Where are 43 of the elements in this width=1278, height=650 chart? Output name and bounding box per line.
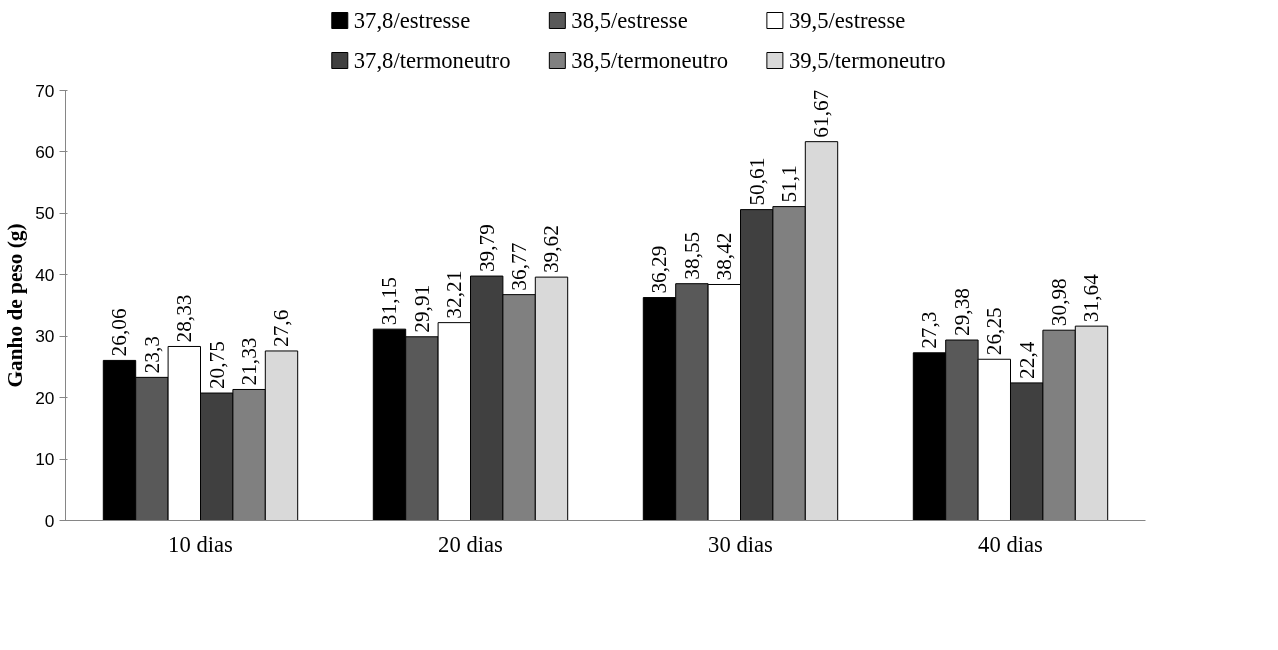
data-label: 26,25: [982, 307, 1007, 356]
data-label: 31,64: [1079, 273, 1104, 323]
y-tick-label: 0: [44, 510, 55, 531]
legend-label: 37,8/estresse: [353, 8, 471, 33]
legend-label: 37,8/termoneutro: [353, 48, 511, 73]
y-tick-label: 40: [35, 264, 55, 285]
y-tick-label: 50: [35, 203, 55, 224]
data-label: 30,98: [1047, 278, 1072, 327]
data-label: 29,38: [949, 288, 974, 337]
legend-label: 39,5/estresse: [788, 8, 906, 33]
data-label: 23,3: [139, 336, 164, 374]
data-label: 27,6: [269, 309, 294, 347]
data-label: 29,91: [409, 284, 434, 333]
data-label: 38,42: [712, 232, 737, 281]
data-label: 39,62: [539, 225, 564, 274]
data-label: 36,29: [647, 245, 672, 294]
x-tick-label: 30 dias: [708, 531, 773, 557]
x-tick-label: 40 dias: [978, 531, 1043, 557]
data-label: 20,75: [204, 341, 229, 390]
y-tick-label: 60: [35, 141, 55, 162]
data-label: 21,33: [237, 337, 262, 386]
y-axis-title: Ganho de peso (g): [3, 223, 28, 388]
data-label: 32,21: [442, 270, 467, 319]
data-label: 22,4: [1014, 341, 1039, 379]
data-label: 38,55: [679, 231, 704, 280]
y-tick-label: 30: [35, 326, 55, 347]
x-tick-label: 20 dias: [438, 531, 503, 557]
y-tick-label: 70: [35, 80, 55, 101]
x-tick-label: 10 dias: [168, 531, 233, 557]
data-label: 50,61: [744, 157, 769, 206]
legend-label: 38,5/termoneutro: [571, 48, 729, 73]
data-label: 36,77: [507, 242, 532, 291]
data-label: 28,33: [172, 294, 197, 343]
legend-label: 39,5/termoneutro: [788, 48, 946, 73]
data-label: 26,06: [107, 308, 132, 357]
data-label: 51,1: [777, 165, 802, 203]
legend-label: 38,5/estresse: [571, 8, 688, 33]
data-label: 27,3: [917, 311, 942, 349]
data-label: 31,15: [377, 277, 402, 326]
data-label: 39,79: [474, 224, 499, 273]
y-tick-label: 20: [35, 387, 55, 408]
data-label: 61,67: [809, 89, 834, 138]
y-tick-label: 10: [35, 449, 55, 470]
